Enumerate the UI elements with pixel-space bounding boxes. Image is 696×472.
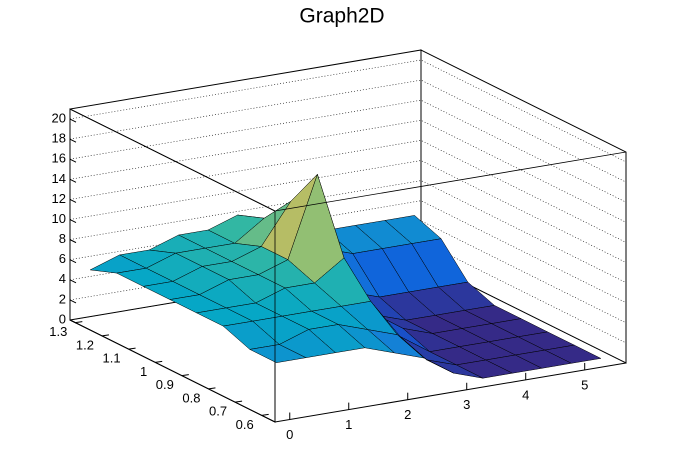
z-tick	[69, 219, 77, 223]
z-tick-label: 4	[59, 271, 66, 286]
x-tick-label: 5	[581, 377, 588, 392]
z-tick	[69, 299, 77, 304]
z-tick	[69, 259, 77, 264]
y-tick	[128, 347, 136, 350]
z-tick	[69, 138, 77, 143]
z-tick	[69, 158, 77, 163]
z-tick-label: 16	[52, 151, 66, 166]
z-tick	[69, 198, 77, 203]
y-tick-label: 1.3	[49, 324, 67, 339]
x-tick-label: 0	[286, 427, 293, 442]
y-tick-label: 0.6	[236, 417, 254, 432]
z-tick-label: 6	[59, 251, 66, 266]
y-tick-label: 0.9	[156, 377, 174, 392]
z-tick-label: 0	[59, 311, 66, 326]
surface-cell	[248, 344, 307, 363]
x-tick-label: 4	[522, 387, 529, 402]
y-tick-label: 0.8	[182, 390, 200, 405]
y-tick-label: 1.2	[76, 337, 94, 352]
y-tick	[155, 360, 163, 363]
z-tick-label: 20	[52, 110, 66, 125]
z-tick-label: 18	[52, 131, 66, 146]
y-tick-label: 1	[140, 364, 147, 379]
z-tick-label: 10	[52, 211, 66, 226]
x-tick-label: 2	[404, 407, 411, 422]
z-tick-label: 8	[59, 231, 66, 246]
z-tick	[69, 279, 77, 284]
y-tick	[208, 387, 216, 390]
x-tick-label: 1	[345, 417, 352, 432]
z-tick-label: 12	[52, 191, 66, 206]
y-tick	[181, 374, 189, 377]
z-tick	[69, 118, 77, 123]
y-tick	[75, 321, 83, 324]
z-tick-label: 2	[59, 291, 66, 306]
z-tick	[69, 239, 77, 244]
z-tick	[69, 178, 77, 183]
y-tick-label: 1.1	[102, 351, 120, 366]
chart-title: Graph2D	[299, 5, 384, 28]
x-tick-label: 3	[463, 397, 470, 412]
y-tick	[101, 334, 110, 337]
y-tick	[261, 413, 269, 416]
y-tick	[234, 400, 243, 403]
z-tick-label: 14	[52, 171, 66, 186]
y-tick-label: 0.7	[209, 404, 227, 419]
